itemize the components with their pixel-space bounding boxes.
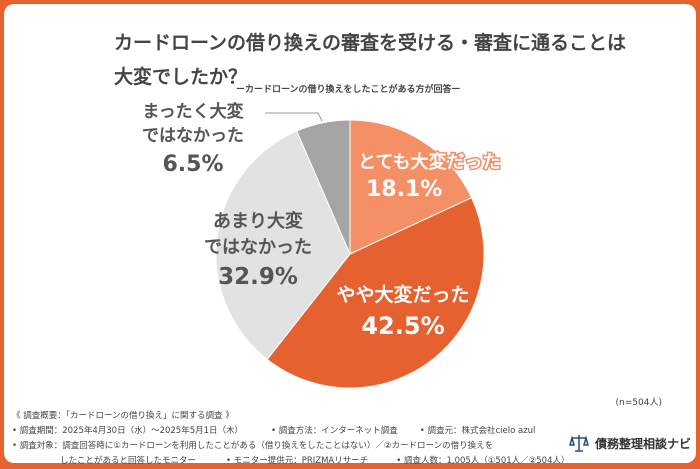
data-label-value: 6.5% bbox=[162, 152, 223, 177]
sample-size: (n=504人) bbox=[615, 398, 662, 408]
data-label-value: 18.1% bbox=[366, 177, 442, 202]
survey-footer: 《 調査概要：「カードローンの借り換え」に関する調査 》 • 調査期間：2025… bbox=[12, 411, 570, 466]
data-label-category: あまり大変 bbox=[213, 210, 303, 232]
leader-line bbox=[265, 112, 323, 122]
chart-subtitle: ーカードローンの借り換えをしたことがある方が回答ー bbox=[236, 85, 461, 95]
data-label-value: 32.9% bbox=[218, 264, 298, 290]
scales-icon bbox=[569, 435, 589, 452]
pie-slice bbox=[296, 119, 351, 255]
data-label-category: ではなかった bbox=[142, 126, 244, 146]
data-label-category: ではなかった bbox=[204, 237, 312, 258]
pie-slice bbox=[266, 197, 485, 389]
data-label-category: とても大変だった bbox=[358, 151, 501, 173]
pie-slice bbox=[215, 130, 351, 361]
data-label-category: やや大変だった bbox=[336, 283, 469, 306]
data-label-category: まったく大変 bbox=[142, 101, 243, 122]
data-label-value: 42.5% bbox=[361, 312, 444, 340]
logo: 債務整理相談ナビ bbox=[569, 433, 691, 453]
chart-title: カードローンの借り換えの審査を受ける・審査に通ることは 大変でしたか？ bbox=[114, 32, 627, 88]
pie-slice bbox=[349, 119, 473, 255]
